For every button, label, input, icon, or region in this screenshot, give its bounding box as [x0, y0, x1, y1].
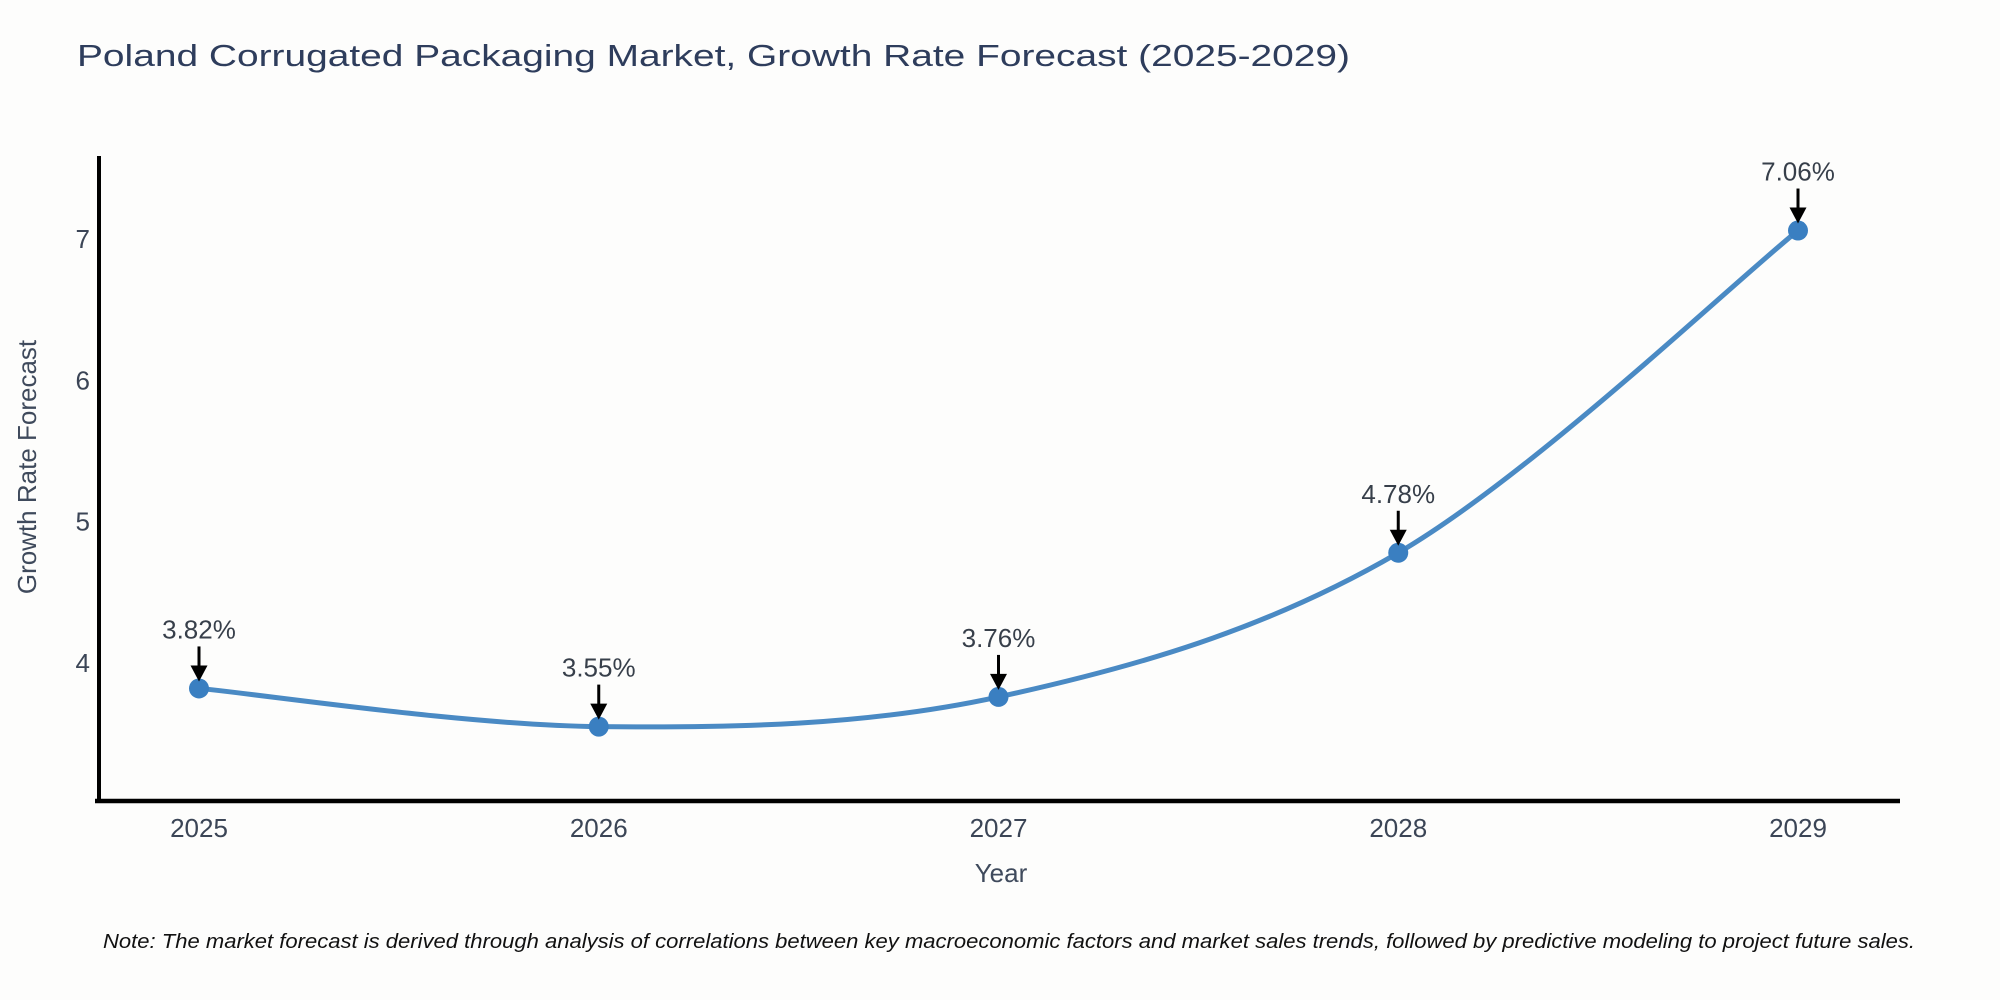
annotation-arrowhead-2027 — [990, 673, 1007, 690]
y-tick-label-6: 6 — [76, 365, 90, 395]
annotation-arrowhead-2026 — [590, 703, 608, 720]
annotation-arrowhead-2025 — [190, 665, 208, 682]
annotation-arrowhead-2028 — [1389, 529, 1407, 546]
x-axis-title: Year — [975, 858, 1028, 888]
annotation-label-2025: 3.82% — [162, 614, 236, 644]
x-tick-label-2027: 2027 — [970, 813, 1028, 843]
y-tick-label-7: 7 — [76, 224, 90, 254]
data-point-2026 — [588, 716, 609, 737]
x-tick-label-2029: 2029 — [1769, 813, 1827, 843]
chart-title: Poland Corrugated Packaging Market, Grow… — [77, 38, 1350, 73]
annotation-label-2026: 3.55% — [562, 653, 636, 683]
data-points — [189, 220, 1808, 737]
x-tick-labels: 2025 2026 2027 2028 2029 — [170, 813, 1827, 843]
annotation-label-2027: 3.76% — [962, 623, 1036, 653]
data-point-2027 — [988, 686, 1009, 707]
y-axis-title: Growth Rate Forecast — [12, 339, 42, 594]
x-tick-label-2026: 2026 — [570, 813, 628, 843]
data-point-2029 — [1788, 220, 1808, 241]
y-tick-labels: 4 5 6 7 — [76, 224, 90, 678]
data-point-2028 — [1388, 542, 1409, 563]
y-tick-label-4: 4 — [76, 648, 90, 678]
annotations: 3.82% 3.55% 3.76% 4.78% 7.06% — [162, 157, 1835, 720]
annotation-label-2029: 7.06% — [1761, 157, 1835, 187]
data-point-2025 — [189, 678, 209, 699]
annotation-label-2028: 4.78% — [1361, 479, 1435, 509]
x-tick-label-2028: 2028 — [1369, 813, 1427, 843]
annotation-arrowhead-2029 — [1789, 207, 1807, 224]
x-tick-label-2025: 2025 — [170, 813, 228, 843]
y-tick-label-5: 5 — [76, 507, 90, 537]
footnote: Note: The market forecast is derived thr… — [103, 931, 1915, 953]
